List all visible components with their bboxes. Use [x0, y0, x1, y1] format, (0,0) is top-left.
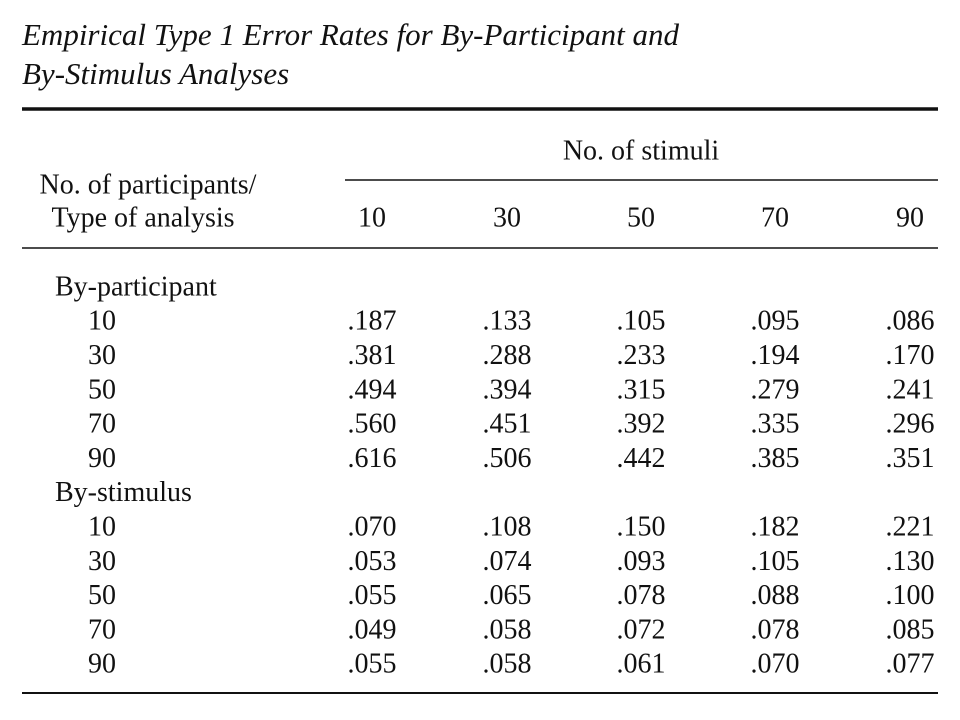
row-label: 50 — [88, 580, 116, 611]
cell: .105 — [617, 306, 666, 337]
cell: .093 — [617, 546, 666, 577]
cell: .055 — [348, 580, 397, 611]
cell: .070 — [751, 649, 800, 680]
column-header: 50 — [627, 202, 655, 233]
section-label: By-stimulus — [55, 477, 192, 508]
cell: .070 — [348, 512, 397, 543]
cell: .078 — [617, 580, 666, 611]
cell: .385 — [751, 443, 800, 474]
row-label: 90 — [88, 649, 116, 680]
cell: .194 — [751, 340, 800, 371]
cell: .088 — [751, 580, 800, 611]
row-label: 10 — [88, 512, 116, 543]
cell: .049 — [348, 614, 397, 645]
row-label: 90 — [88, 443, 116, 474]
cell: .105 — [751, 546, 800, 577]
row-label: 70 — [88, 614, 116, 645]
cell: .078 — [751, 614, 800, 645]
cell: .150 — [617, 512, 666, 543]
cell: .288 — [483, 340, 532, 371]
cell: .506 — [483, 443, 532, 474]
stub-header: Type of analysis — [51, 202, 234, 233]
cell: .560 — [348, 409, 397, 440]
cell: .296 — [886, 409, 935, 440]
cell: .381 — [348, 340, 397, 371]
cell: .074 — [483, 546, 532, 577]
spanner: No. of stimuli — [563, 135, 720, 166]
cell: .058 — [483, 614, 532, 645]
cell: .085 — [886, 614, 935, 645]
cell: .133 — [483, 306, 532, 337]
cell: .086 — [886, 306, 935, 337]
cell: .053 — [348, 546, 397, 577]
cell: .221 — [886, 512, 935, 543]
cell: .130 — [886, 546, 935, 577]
cell: .187 — [348, 306, 397, 337]
cell: .315 — [617, 374, 666, 405]
cell: .233 — [617, 340, 666, 371]
row-label: 30 — [88, 340, 116, 371]
cell: .095 — [751, 306, 800, 337]
row-label: 10 — [88, 306, 116, 337]
cell: .055 — [348, 649, 397, 680]
title-line: Empirical Type 1 Error Rates for By-Part… — [21, 17, 679, 52]
column-header: 90 — [896, 202, 924, 233]
cell: .170 — [886, 340, 935, 371]
cell: .061 — [617, 649, 666, 680]
cell: .394 — [483, 374, 532, 405]
cell: .451 — [483, 409, 532, 440]
cell: .351 — [886, 443, 935, 474]
cell: .065 — [483, 580, 532, 611]
cell: .100 — [886, 580, 935, 611]
cell: .182 — [751, 512, 800, 543]
section-label: By-participant — [55, 271, 217, 302]
cell: .392 — [617, 409, 666, 440]
stub-header: No. of participants/ — [40, 169, 257, 200]
cell: .494 — [348, 374, 397, 405]
column-header: 30 — [493, 202, 521, 233]
cell: .442 — [617, 443, 666, 474]
row-label: 50 — [88, 374, 116, 405]
cell: .335 — [751, 409, 800, 440]
cell: .279 — [751, 374, 800, 405]
row-label: 30 — [88, 546, 116, 577]
cell: .241 — [886, 374, 935, 405]
cell: .072 — [617, 614, 666, 645]
cell: .058 — [483, 649, 532, 680]
column-header: 70 — [761, 202, 789, 233]
cell: .108 — [483, 512, 532, 543]
title-line: By-Stimulus Analyses — [22, 56, 289, 91]
cell: .616 — [348, 443, 397, 474]
column-header: 10 — [358, 202, 386, 233]
row-label: 70 — [88, 409, 116, 440]
cell: .077 — [886, 649, 935, 680]
